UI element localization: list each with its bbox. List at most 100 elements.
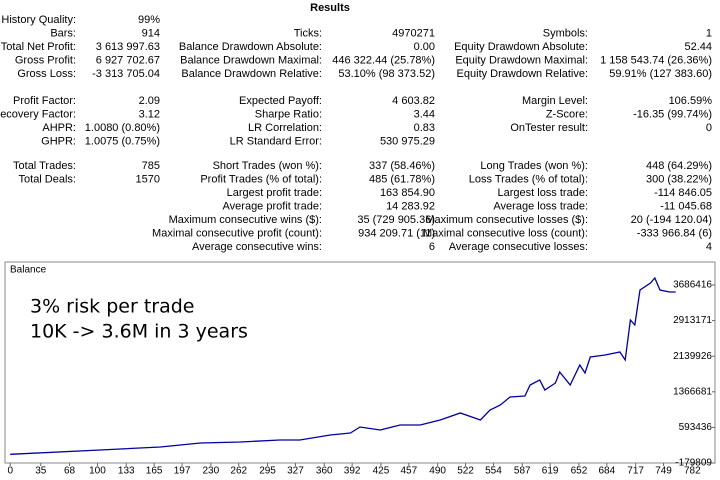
x-tick-label: 587	[514, 466, 531, 477]
x-tick-label: 652	[571, 466, 588, 477]
stat-value: 106.59%	[669, 95, 713, 107]
x-tick-label: 68	[64, 466, 76, 477]
x-tick-label: 490	[429, 466, 446, 477]
stat-value: 1.0075 (0.75%)	[85, 135, 160, 147]
x-tick-label: 133	[118, 466, 135, 477]
y-tick-label: 1366681	[673, 386, 712, 397]
stat-label: Profit Factor:	[13, 95, 76, 107]
stat-value: 6	[429, 241, 435, 253]
stat-label: Maximum consecutive wins ($):	[169, 214, 322, 226]
stat-label: Equity Drawdown Absolute:	[454, 41, 588, 53]
stat-label: LR Correlation:	[248, 122, 322, 134]
stat-value: 0.83	[414, 122, 435, 134]
x-tick-label: 619	[542, 466, 559, 477]
stat-label: AHPR:	[42, 122, 76, 134]
stat-value: 448 (64.29%)	[646, 160, 712, 172]
stat-label: Average profit trade:	[223, 200, 322, 212]
stat-label: Average loss trade:	[493, 200, 588, 212]
stat-label: OnTester result:	[510, 122, 588, 134]
stat-value: 300 (38.22%)	[646, 173, 712, 185]
stat-label: Largest loss trade:	[498, 187, 589, 199]
x-tick-label: 35	[35, 466, 47, 477]
stat-value: 3.44	[414, 108, 435, 120]
x-tick-label: 717	[627, 466, 644, 477]
stat-label: Equity Drawdown Relative:	[457, 68, 588, 80]
stat-value: -114 846.05	[654, 187, 712, 199]
x-tick-label: 327	[287, 466, 304, 477]
stat-label: Symbols:	[543, 27, 588, 39]
stat-value: 2.09	[139, 95, 160, 107]
stat-label: Total Trades:	[13, 160, 76, 172]
y-tick-label: 3686416	[673, 280, 712, 291]
chart-frame	[4, 261, 716, 464]
stat-value: 4 603.82	[392, 95, 435, 107]
stat-label: GHPR:	[41, 135, 76, 147]
stat-label: Margin Level:	[522, 95, 588, 107]
x-tick-label: 197	[174, 466, 191, 477]
stat-label: Z-Score:	[546, 108, 588, 120]
stat-value: -11 045.68	[660, 200, 712, 212]
stat-value: 0.00	[414, 41, 435, 53]
stat-value: 0	[706, 122, 712, 134]
stat-label: Gross Loss:	[17, 68, 76, 80]
chart-title: Balance	[10, 265, 47, 276]
y-tick-label: 2139926	[673, 351, 712, 362]
stat-label: Total Deals:	[19, 173, 76, 185]
x-tick-label: 684	[598, 466, 615, 477]
stat-value: 4	[706, 241, 712, 253]
stat-label: Average consecutive losses:	[449, 241, 588, 253]
annotation: 3% risk per trade	[30, 296, 194, 318]
stat-value: 934 209.71 (11)	[358, 227, 435, 239]
annotation: 10K -> 3.6M in 3 years	[30, 321, 248, 343]
stat-value: 53.10% (98 373.52)	[338, 68, 435, 80]
stat-label: LR Standard Error:	[230, 135, 322, 147]
stat-value: 1 158 543.74 (26.36%)	[600, 54, 712, 66]
x-tick-label: 425	[373, 466, 390, 477]
x-tick-label: 457	[401, 466, 418, 477]
stat-value: 163 854.90	[380, 187, 435, 199]
balance-line	[10, 276, 676, 455]
stat-value: 485 (61.78%)	[369, 173, 435, 185]
stat-label: Long Trades (won %):	[480, 160, 588, 172]
x-tick-label: 230	[203, 466, 220, 477]
x-tick-label: 262	[230, 466, 247, 477]
stat-label: Gross Profit:	[15, 54, 76, 66]
x-tick-label: 392	[344, 466, 361, 477]
x-tick-label: 0	[7, 466, 13, 477]
stat-value: 59.91% (127 383.60)	[609, 68, 712, 80]
x-tick-label: 165	[146, 466, 163, 477]
stat-value: 914	[142, 27, 160, 39]
stat-label: Profit Trades (% of total):	[200, 173, 322, 185]
x-tick-label: 749	[655, 466, 672, 477]
report-title: Results	[310, 2, 350, 14]
stat-value: 99%	[138, 14, 160, 26]
x-tick-label: 295	[259, 466, 276, 477]
stat-value: -16.35 (99.74%)	[633, 108, 712, 120]
stat-label: History Quality:	[1, 14, 76, 26]
stat-label: Total Net Profit:	[1, 41, 76, 53]
stat-value: -3 313 705.04	[92, 68, 160, 80]
stat-label: Equity Drawdown Maximal:	[455, 54, 588, 66]
stat-value: 6 927 702.67	[96, 54, 160, 66]
x-tick-label: 360	[316, 466, 333, 477]
stat-value: 52.44	[684, 41, 712, 53]
stat-label: Average consecutive wins:	[192, 241, 322, 253]
stat-label: Maximal consecutive loss (count):	[423, 227, 588, 239]
stat-value: -333 966.84 (6)	[637, 227, 712, 239]
stat-value: 4970271	[392, 27, 435, 39]
stat-label: Short Trades (won %):	[213, 160, 322, 172]
y-tick-label: -179809	[675, 458, 712, 469]
stat-label: Loss Trades (% of total):	[469, 173, 588, 185]
stat-label: Bars:	[50, 27, 76, 39]
y-tick-label: 593436	[679, 422, 713, 433]
stat-label: Maximal consecutive profit (count):	[152, 227, 322, 239]
stat-value: 446 322.44 (25.78%)	[332, 54, 435, 66]
stat-label: Ticks:	[294, 27, 322, 39]
x-tick-label: 522	[457, 466, 474, 477]
stat-label: Largest profit trade:	[227, 187, 322, 199]
stat-value: 1	[706, 27, 712, 39]
stat-value: 3 613 997.63	[96, 41, 160, 53]
stat-value: 530 975.29	[380, 135, 435, 147]
stat-value: 20 (-194 120.04)	[631, 214, 712, 226]
